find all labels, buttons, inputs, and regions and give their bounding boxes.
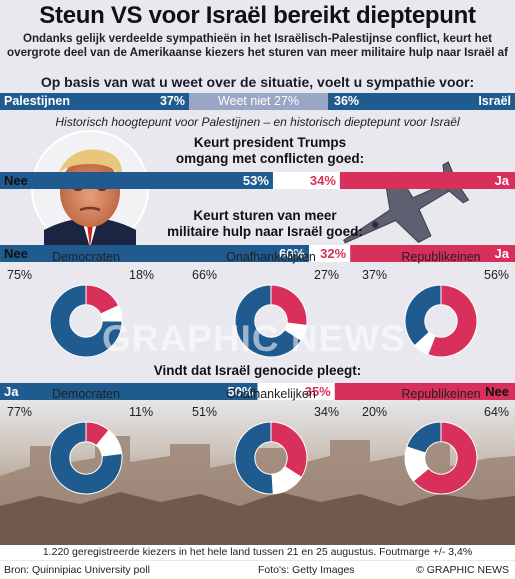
watermark: GRAPHIC NEWS xyxy=(102,318,406,359)
aid-donut-2-red-slice xyxy=(427,284,478,358)
genocide-no-label: Nee xyxy=(485,384,509,399)
genocide-donut-1-red-slice xyxy=(270,421,308,478)
aid-donut-1-blue-pct: 66% xyxy=(192,268,218,282)
page-title: Steun VS voor Israël bereikt dieptepunt xyxy=(39,2,476,29)
aid-question-line2: militaire hulp naar Israël goed: xyxy=(167,224,363,239)
sympathy-question: Op basis van wat u weet over de situatie… xyxy=(40,74,475,90)
brand-credit: © GRAPHIC NEWS xyxy=(416,564,509,576)
aid-question: Keurt sturen van meer militaire hulp naa… xyxy=(140,208,390,240)
aid-donut-2-name: Republikeinen xyxy=(401,250,481,264)
aid-donut-0-donut xyxy=(49,284,123,358)
genocide-donut-0-blue-slice xyxy=(49,421,123,495)
genocide-donut-2-name: Republikeinen xyxy=(401,387,481,401)
aid-donut-2-blue-slice xyxy=(404,284,442,347)
trump-right-pct: 34% xyxy=(310,173,336,188)
sympathy-palestinians-segment: Palestijnen 37% xyxy=(0,93,189,110)
genocide-donut-2-blue-slice xyxy=(406,421,442,454)
trump-yes-label: Ja xyxy=(494,173,509,188)
aid-donut-0-red-pct: 18% xyxy=(129,268,155,282)
genocide-donut-2-red-pct: 64% xyxy=(484,405,510,419)
trump-left-pct: 53% xyxy=(243,173,269,188)
genocide-question: Vindt dat Israël genocide pleegt: xyxy=(153,363,362,378)
aid-donut-1-name: Onafhankelijken xyxy=(226,250,316,264)
aid-donut-1-blue-slice xyxy=(234,284,303,358)
genocide-donut-0-name: Democraten xyxy=(51,387,121,401)
aid-donut-2-blue-pct: 37% xyxy=(362,268,388,282)
sympathy-unknown-segment: Weet niet 27% xyxy=(189,93,328,110)
genocide-donut-0-red-pct: 11% xyxy=(129,405,154,419)
genocide-donut-2-donut xyxy=(404,421,478,495)
genocide-yes-label: Ja xyxy=(4,384,19,399)
aid-right-segment xyxy=(350,245,515,262)
sympathy-israel-segment: 36% Israël xyxy=(328,93,515,110)
trump-bar: 53% 34% Nee Ja xyxy=(0,172,515,189)
aid-no-label: Nee xyxy=(4,246,28,261)
genocide-left-segment xyxy=(0,383,258,400)
trump-question-line2: omgang met conflicten goed: xyxy=(175,151,365,166)
photo-credit: Foto's: Getty Images xyxy=(258,564,355,576)
aid-donut-1-red-pct: 27% xyxy=(314,268,340,282)
aid-donut-0-blue-pct: 75% xyxy=(7,268,33,282)
genocide-bar: 50% 35% Ja Nee xyxy=(0,383,515,400)
aid-donut-0-blue-slice xyxy=(49,284,123,358)
aid-donut-2-red-pct: 56% xyxy=(484,268,510,282)
sympathy-palestinians-label: Palestijnen xyxy=(4,94,70,108)
page-subtitle: Ondanks gelijk verdeelde sympathieën in … xyxy=(7,32,508,59)
trump-left-segment xyxy=(0,172,273,189)
sympathy-unknown-label: Weet niet 27% xyxy=(217,94,300,108)
genocide-donut-2-blue-pct: 20% xyxy=(362,405,388,419)
trump-right-segment xyxy=(339,172,515,189)
trump-no-label: Nee xyxy=(4,173,28,188)
trump-question-line1: Keurt president Trumps xyxy=(193,135,347,150)
genocide-bar-svg: 50% 35% xyxy=(0,383,515,400)
source-credit: Bron: Quinnipiac University poll xyxy=(4,564,150,576)
aid-right-pct: 32% xyxy=(320,246,346,261)
footnote: 1.220 geregistreerde kiezers in het hele… xyxy=(0,545,515,560)
historic-note: Historisch hoogtepunt voor Palestijnen –… xyxy=(55,115,460,129)
sympathy-israel-label: Israël xyxy=(478,94,511,108)
genocide-donut-1-donut xyxy=(234,421,308,495)
trump-portrait xyxy=(31,130,149,248)
genocide-donut-2-red-slice xyxy=(412,421,478,495)
credits-bar: Bron: Quinnipiac University poll Foto's:… xyxy=(0,561,515,579)
aid-donut-2-donut xyxy=(404,284,478,358)
aid-donut-1-donut xyxy=(234,284,308,358)
genocide-donut-1-blue-pct: 51% xyxy=(192,405,218,419)
aid-donut-0-name: Democraten xyxy=(51,250,121,264)
sympathy-palestinians-pct: 37% xyxy=(159,94,185,108)
trump-question: Keurt president Trumps omgang met confli… xyxy=(150,135,390,167)
genocide-left-pct: 50% xyxy=(227,384,253,399)
aid-left-segment xyxy=(0,245,309,262)
genocide-donut-1-name: Onafhankelijken xyxy=(226,387,316,401)
trump-bar-svg: 53% 34% xyxy=(0,172,515,189)
aid-question-line1: Keurt sturen van meer xyxy=(193,208,337,223)
sympathy-bar: Palestijnen 37% Weet niet 27% 36% Israël xyxy=(0,93,515,110)
genocide-donut-0-blue-pct: 77% xyxy=(7,405,33,419)
aid-bar-svg: 60% 32% xyxy=(0,245,515,262)
genocide-donut-0-donut xyxy=(49,421,123,495)
genocide-right-segment xyxy=(334,383,515,400)
sympathy-israel-pct: 36% xyxy=(334,94,360,108)
genocide-donut-1-red-pct: 34% xyxy=(314,405,340,419)
genocide-donut-1-blue-slice xyxy=(234,421,274,495)
aid-bar: 60% 32% Nee Ja xyxy=(0,245,515,262)
genocide-right-pct: 35% xyxy=(305,384,331,399)
aid-yes-label: Ja xyxy=(494,246,509,261)
aid-left-pct: 60% xyxy=(279,246,305,261)
